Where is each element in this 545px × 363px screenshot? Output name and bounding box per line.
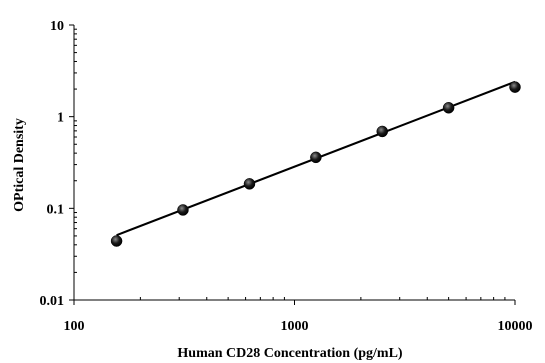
y-tick-label: 0.01 [40,294,65,309]
x-tick-label: 1000 [281,319,309,334]
x-tick-label: 100 [64,319,85,334]
data-point [376,125,388,138]
y-axis-title: OPtical Density [12,118,27,212]
data-point [442,102,455,114]
axes [69,24,516,305]
data-point [177,204,189,216]
data-point [310,151,322,164]
y-tick-label: 10 [50,19,64,34]
y-tick-label: 1 [57,111,64,126]
x-tick-label: 10000 [498,319,533,334]
data-point [509,81,521,93]
data-points [110,81,521,247]
y-tick-label: 0.1 [47,202,65,217]
x-axis-title: Human CD28 Concentration (pg/mL) [177,346,403,361]
data-point [243,178,256,190]
tick-labels: 0.01 0.1 1 10 100 1000 10000 [40,19,533,334]
data-point [110,235,123,247]
